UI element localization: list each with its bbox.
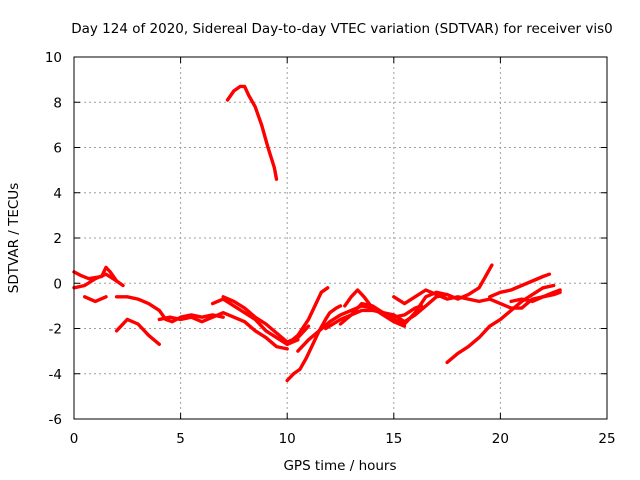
grid-layer xyxy=(74,57,607,419)
y-tick-label: 10 xyxy=(45,50,62,66)
y-tick-label: 4 xyxy=(53,186,62,202)
series-line-s2 xyxy=(72,272,125,290)
y-tick-label: -6 xyxy=(49,412,62,428)
y-tick-label: 0 xyxy=(53,276,62,292)
y-tick-label: 6 xyxy=(53,141,62,157)
y-tick-label: 2 xyxy=(53,231,62,247)
series-line-s17 xyxy=(445,283,556,365)
series-line-s19 xyxy=(509,288,562,304)
x-tick-label: 10 xyxy=(279,431,296,447)
chart-title: Day 124 of 2020, Sidereal Day-to-day VTE… xyxy=(71,21,613,37)
series-line-s14 xyxy=(338,292,449,326)
series-line-s6 xyxy=(157,311,289,351)
x-axis-label: GPS time / hours xyxy=(283,458,396,474)
series-line-s15 xyxy=(343,288,407,328)
y-tick-label: 8 xyxy=(53,95,62,111)
series-line-s10 xyxy=(285,304,343,383)
series-line-s4 xyxy=(114,317,162,346)
series-line-s18 xyxy=(488,272,552,299)
series-layer xyxy=(72,84,562,383)
series-line-s7 xyxy=(210,297,300,346)
x-tick-label: 0 xyxy=(70,431,79,447)
series-line-s12 xyxy=(285,286,330,346)
y-tick-label: -4 xyxy=(49,367,62,383)
y-tick-label: -2 xyxy=(49,322,62,338)
series-line-s9 xyxy=(225,84,279,181)
x-tick-label: 25 xyxy=(598,431,615,447)
x-tick-label: 5 xyxy=(176,431,185,447)
y-axis-label: SDTVAR / TECUs xyxy=(6,183,22,293)
tick-layer: 0 5 10 15 20 25 -6 -4 -2 0 2 4 6 8 10 xyxy=(45,50,616,447)
x-tick-label: 15 xyxy=(385,431,402,447)
series-line-s5 xyxy=(114,295,225,324)
x-tick-label: 20 xyxy=(492,431,509,447)
series-line-s3 xyxy=(82,295,108,304)
